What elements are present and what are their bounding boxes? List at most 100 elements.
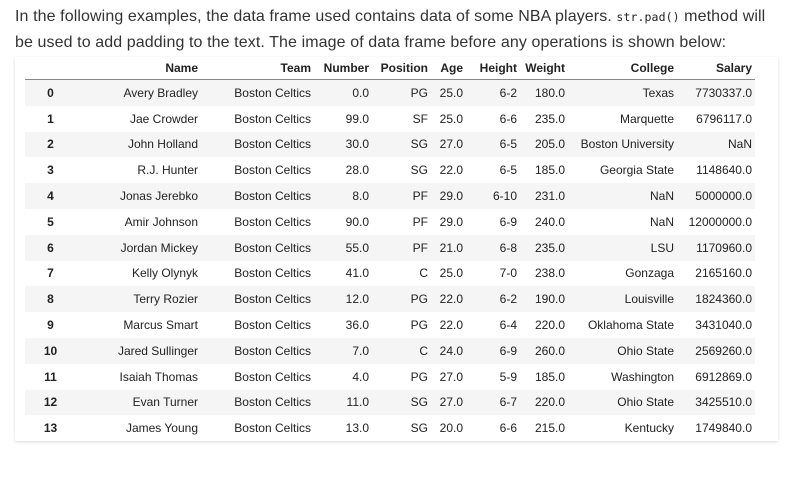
cell-name: Avery Bradley [76, 79, 201, 106]
cell-salary: 1749840.0 [677, 415, 755, 442]
cell-team: Boston Celtics [201, 79, 314, 106]
cell-height: 6-6 [466, 105, 520, 132]
header-row: Name Team Number Position Age Height Wei… [25, 57, 755, 80]
cell-college: Ohio State [568, 389, 677, 416]
cell-height: 6-10 [466, 183, 520, 209]
cell-height: 5-9 [466, 363, 520, 390]
cell-height: 6-2 [466, 79, 520, 106]
table-row: 10 Jared Sullinger Boston Celtics 7.0 C 24.0 6… [25, 337, 755, 364]
cell-name: Kelly Olynyk [76, 260, 201, 287]
cell-position: SG [372, 131, 431, 158]
cell-team: Boston Celtics [201, 234, 314, 261]
cell-age: 22.0 [431, 157, 466, 184]
cell-height: 6-6 [466, 415, 520, 442]
cell-name: Amir Johnson [76, 208, 201, 235]
cell-name: Marcus Smart [76, 312, 201, 338]
cell-salary: 1824360.0 [677, 286, 755, 313]
cell-weight: 205.0 [520, 131, 568, 158]
header-college: College [568, 57, 677, 80]
cell-age: 22.0 [431, 312, 466, 338]
cell-number: 4.0 [314, 363, 372, 390]
cell-position: SG [372, 389, 431, 416]
cell-salary: 3431040.0 [677, 312, 755, 338]
header-height: Height [466, 57, 520, 80]
cell-position: SF [372, 105, 431, 132]
cell-position: PG [372, 79, 431, 106]
cell-college: Gonzaga [568, 260, 677, 287]
cell-college: Washington [568, 363, 677, 390]
cell-weight: 185.0 [520, 157, 568, 184]
cell-college: Boston University [568, 131, 677, 158]
cell-team: Boston Celtics [201, 337, 314, 364]
cell-salary: 6796117.0 [677, 105, 755, 132]
cell-age: 27.0 [431, 363, 466, 390]
cell-salary: NaN [677, 131, 755, 158]
cell-age: 29.0 [431, 208, 466, 235]
cell-team: Boston Celtics [201, 260, 314, 287]
cell-number: 90.0 [314, 208, 372, 235]
cell-index: 2 [25, 131, 76, 158]
cell-salary: 6912869.0 [677, 363, 755, 390]
cell-team: Boston Celtics [201, 415, 314, 442]
cell-position: C [372, 337, 431, 364]
cell-team: Boston Celtics [201, 312, 314, 338]
cell-height: 7-0 [466, 260, 520, 287]
cell-name: Jonas Jerebko [76, 183, 201, 209]
table-row: 13 James Young Boston Celtics 13.0 SG 20.0 6-6… [25, 415, 755, 442]
cell-number: 41.0 [314, 260, 372, 287]
table-row: 8 Terry Rozier Boston Celtics 12.0 PG 22.0 6-2… [25, 286, 755, 313]
cell-age: 21.0 [431, 234, 466, 261]
table-row: 5 Amir Johnson Boston Celtics 90.0 PF 29.0 6-9… [25, 208, 755, 235]
cell-height: 6-2 [466, 286, 520, 313]
cell-number: 99.0 [314, 105, 372, 132]
cell-college: Kentucky [568, 415, 677, 442]
cell-position: C [372, 260, 431, 287]
header-team: Team [201, 57, 314, 80]
table-row: 11 Isaiah Thomas Boston Celtics 4.0 PG 27.0 5-… [25, 363, 755, 390]
cell-weight: 180.0 [520, 79, 568, 106]
cell-index: 9 [25, 312, 76, 338]
cell-name: Jared Sullinger [76, 337, 201, 364]
cell-college: Texas [568, 79, 677, 106]
cell-salary: 12000000.0 [677, 208, 755, 235]
cell-salary: 3425510.0 [677, 389, 755, 416]
table-row: 6 Jordan Mickey Boston Celtics 55.0 PF 21.0 6-… [25, 234, 755, 261]
cell-weight: 185.0 [520, 363, 568, 390]
cell-number: 0.0 [314, 79, 372, 106]
table-row: 1 Jae Crowder Boston Celtics 99.0 SF 25.0 6-6 2… [25, 105, 755, 132]
cell-index: 6 [25, 234, 76, 261]
cell-salary: 5000000.0 [677, 183, 755, 209]
cell-college: LSU [568, 234, 677, 261]
cell-position: SG [372, 157, 431, 184]
cell-team: Boston Celtics [201, 105, 314, 132]
cell-position: PG [372, 363, 431, 390]
cell-number: 28.0 [314, 157, 372, 184]
cell-index: 5 [25, 208, 76, 235]
cell-index: 0 [25, 79, 76, 106]
cell-team: Boston Celtics [201, 183, 314, 209]
table-row: 0 Avery Bradley Boston Celtics 0.0 PG 25.0 6-2… [25, 79, 755, 106]
cell-college: Oklahoma State [568, 312, 677, 338]
cell-name: R.J. Hunter [76, 157, 201, 184]
intro-paragraph: In the following examples, the data fram… [15, 4, 785, 56]
cell-team: Boston Celtics [201, 131, 314, 158]
cell-salary: 2569260.0 [677, 337, 755, 364]
cell-team: Boston Celtics [201, 208, 314, 235]
cell-team: Boston Celtics [201, 389, 314, 416]
cell-college: NaN [568, 208, 677, 235]
cell-position: PG [372, 286, 431, 313]
cell-age: 20.0 [431, 415, 466, 442]
cell-weight: 238.0 [520, 260, 568, 287]
cell-salary: 1170960.0 [677, 234, 755, 261]
cell-name: Jordan Mickey [76, 234, 201, 261]
cell-height: 6-4 [466, 312, 520, 338]
cell-weight: 220.0 [520, 312, 568, 338]
header-position: Position [372, 57, 431, 80]
cell-college: Marquette [568, 105, 677, 132]
cell-index: 7 [25, 260, 76, 287]
header-age: Age [431, 57, 466, 80]
cell-position: PF [372, 208, 431, 235]
cell-number: 7.0 [314, 337, 372, 364]
cell-name: Evan Turner [76, 389, 201, 416]
header-weight: Weight [520, 57, 568, 80]
